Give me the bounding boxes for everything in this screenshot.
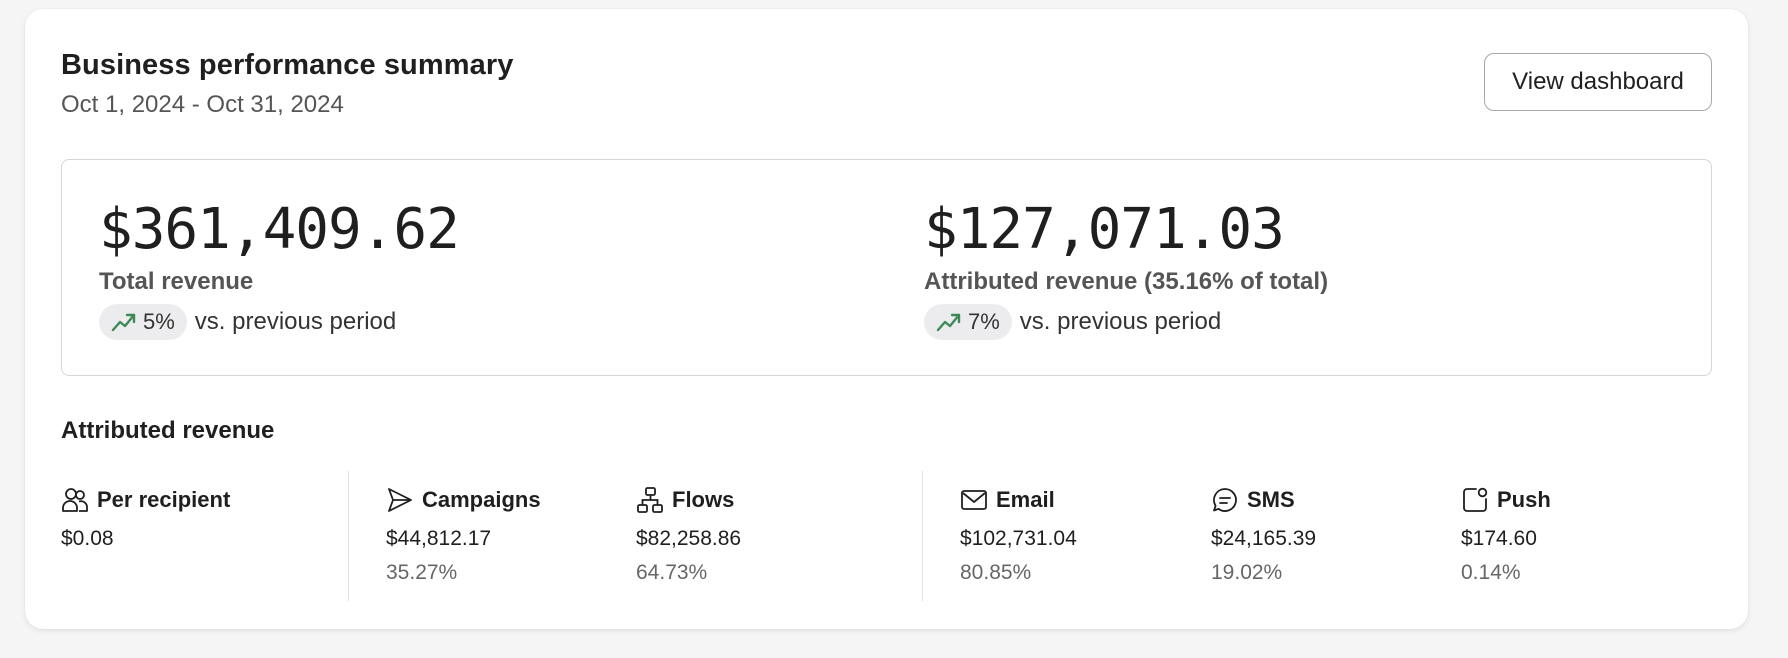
flows-value: $82,258.86 (636, 527, 742, 550)
flow-icon (637, 487, 663, 513)
flows-stat: Flows $82,258.86 64.73% (636, 485, 741, 585)
attributed-revenue-delta-suffix: vs. previous period (1019, 308, 1222, 335)
send-icon (388, 488, 412, 512)
users-icon (62, 488, 88, 512)
campaigns-header: Campaigns (386, 485, 541, 515)
push-header: Push (1461, 485, 1551, 515)
per-recipient-label: Per recipient (97, 487, 231, 512)
card-title: Business performance summary (61, 49, 514, 81)
email-header: Email (960, 485, 1077, 515)
attributed-revenue-delta-row: 7% vs. previous period (924, 304, 1328, 340)
total-revenue-value: $361,409.62 (99, 197, 460, 262)
per-recipient-stat: Per recipient $0.08 (61, 485, 230, 551)
trending-up-icon (111, 313, 136, 332)
sms-percent: 19.02% (1211, 561, 1283, 584)
message-icon (1213, 488, 1237, 512)
flows-header: Flows (636, 485, 741, 515)
email-value: $102,731.04 (960, 527, 1077, 550)
sms-label: SMS (1247, 487, 1295, 512)
email-label: Email (996, 487, 1055, 512)
section-divider (348, 471, 349, 601)
per-recipient-header: Per recipient (61, 485, 230, 515)
attributed-revenue-section-title: Attributed revenue (61, 417, 275, 444)
push-stat: Push $174.60 0.14% (1461, 485, 1551, 585)
campaigns-label: Campaigns (422, 487, 541, 512)
attributed-revenue-value: $127,071.03 (924, 197, 1285, 262)
campaigns-stat: Campaigns $44,812.17 35.27% (386, 485, 541, 585)
total-revenue-delta-suffix: vs. previous period (194, 308, 397, 335)
attributed-revenue-label: Attributed revenue (35.16% of total) (924, 268, 1329, 295)
total-revenue-metric: $361,409.62 Total revenue 5% vs. previou… (99, 197, 460, 340)
revenue-summary-box: $361,409.62 Total revenue 5% vs. previou… (61, 159, 1712, 376)
push-label: Push (1497, 487, 1551, 512)
view-dashboard-button[interactable]: View dashboard (1484, 53, 1712, 111)
total-revenue-delta-value: 5% (143, 309, 175, 334)
sms-value: $24,165.39 (1211, 527, 1317, 550)
email-percent: 80.85% (960, 561, 1032, 584)
total-revenue-delta-row: 5% vs. previous period (99, 304, 459, 340)
push-notification-icon (1463, 487, 1488, 512)
trending-up-icon (936, 313, 961, 332)
push-value: $174.60 (1461, 527, 1537, 550)
business-performance-card: Business performance summary Oct 1, 2024… (25, 9, 1748, 629)
flows-percent: 64.73% (636, 561, 708, 584)
date-range: Oct 1, 2024 - Oct 31, 2024 (61, 91, 344, 118)
total-revenue-delta-badge: 5% (99, 304, 187, 340)
per-recipient-value: $0.08 (61, 527, 114, 550)
email-stat: Email $102,731.04 80.85% (960, 485, 1077, 585)
push-percent: 0.14% (1461, 561, 1521, 584)
sms-stat: SMS $24,165.39 19.02% (1211, 485, 1316, 585)
sms-header: SMS (1211, 485, 1316, 515)
campaigns-value: $44,812.17 (386, 527, 492, 550)
total-revenue-label: Total revenue (99, 268, 254, 295)
flows-label: Flows (672, 487, 735, 512)
attributed-revenue-delta-value: 7% (968, 309, 1000, 334)
attributed-revenue-metric: $127,071.03 Attributed revenue (35.16% o… (924, 198, 1328, 340)
campaigns-percent: 35.27% (386, 561, 458, 584)
attributed-revenue-delta-badge: 7% (924, 304, 1012, 340)
section-divider (922, 471, 923, 601)
mail-icon (961, 490, 987, 510)
